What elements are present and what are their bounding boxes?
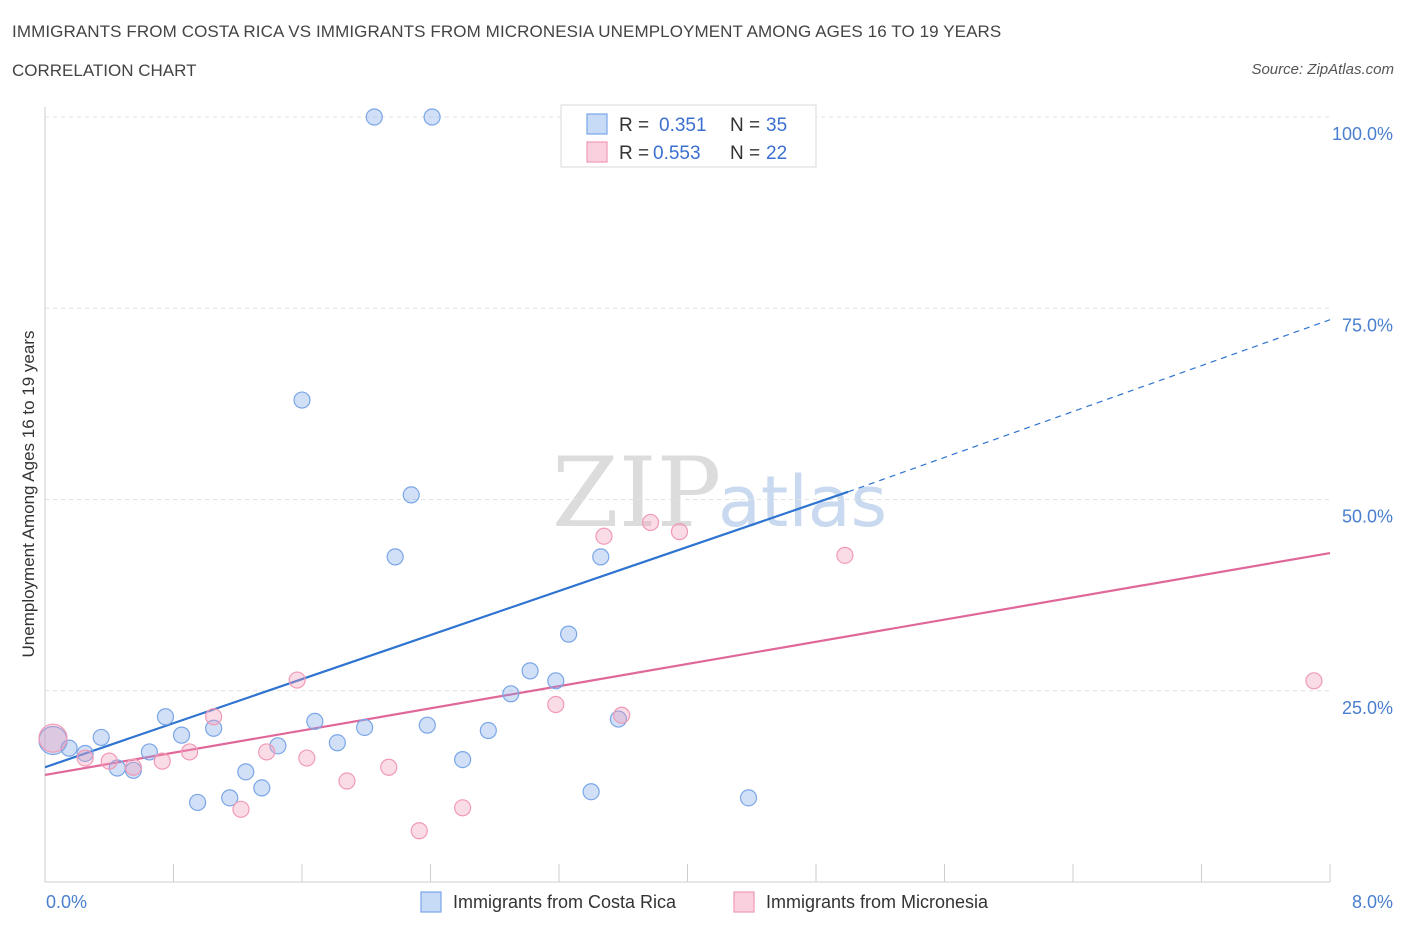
y-tick-labels: 100.0% 75.0% 50.0% 25.0%	[1332, 124, 1393, 718]
legend-n-value-1: 35	[766, 115, 787, 136]
point-s1-4	[153, 752, 171, 770]
point-s1-6	[205, 708, 223, 726]
point-s1-3	[124, 758, 142, 776]
point-s1-21	[1305, 672, 1323, 690]
x-tick-labels: 0.0% 8.0%	[46, 892, 1393, 912]
point-s1-20	[836, 546, 854, 564]
point-s1-7	[232, 800, 250, 818]
point-s1-9	[288, 671, 306, 689]
y-tick-label-2: 50.0%	[1342, 507, 1393, 527]
chart-title: IMMIGRANTS FROM COSTA RICA VS IMMIGRANTS…	[12, 22, 1002, 41]
watermark-zip: ZIP	[552, 437, 721, 549]
legend-r-value-1: 0.351	[659, 115, 707, 136]
point-s1-16	[595, 527, 613, 545]
source-label: Source: ZipAtlas.com	[1251, 61, 1394, 78]
trend-line-extension-0	[847, 319, 1331, 493]
point-s1-15	[547, 695, 565, 714]
point-s0-12	[237, 763, 255, 781]
point-s1-19	[670, 523, 689, 541]
point-s1-10	[298, 749, 316, 767]
y-tick-label-1: 75.0%	[1342, 315, 1393, 335]
point-s0-24	[454, 750, 472, 769]
point-s0-21	[402, 486, 420, 504]
point-s1-13	[410, 822, 428, 840]
chart-subtitle: CORRELATION CHART	[12, 61, 197, 80]
point-s0-16	[306, 712, 324, 730]
point-s0-13	[253, 779, 271, 797]
y-tick-label-0: 100.0%	[1332, 124, 1393, 144]
point-s0-2	[76, 744, 94, 763]
point-s1-2	[100, 752, 118, 770]
point-s1-17	[613, 706, 631, 724]
point-s0-33	[739, 789, 758, 807]
legend-r-value-2: 0.553	[653, 143, 701, 164]
point-s0-26	[502, 685, 520, 703]
point-s1-11	[338, 772, 356, 790]
watermark-atlas: atlas	[718, 461, 887, 543]
trend-line-0	[44, 490, 849, 769]
point-s1-12	[380, 758, 398, 776]
point-s0-30	[582, 783, 600, 801]
legend-n-label-2: N =	[730, 143, 760, 164]
point-s0-25	[479, 721, 497, 740]
legend-r-label-1: R =	[619, 115, 649, 136]
point-s0-23	[423, 108, 441, 126]
point-s1-5	[180, 743, 199, 761]
point-s0-17	[328, 734, 346, 752]
trend-lines	[44, 319, 1331, 776]
point-s0-11	[221, 789, 239, 807]
legend-n-value-2: 22	[766, 143, 787, 164]
point-s0-31	[592, 548, 610, 566]
point-s0-8	[172, 726, 191, 744]
grid-lines	[45, 116, 1330, 692]
legend-swatch-costa-rica	[586, 113, 608, 135]
point-s0-6	[140, 743, 159, 761]
axes	[44, 107, 1331, 883]
point-s0-9	[188, 793, 207, 812]
bottom-legend-label-costa-rica: Immigrants from Costa Rica	[453, 892, 677, 912]
bottom-legend-swatch-micronesia	[733, 891, 755, 913]
bottom-legend-swatch-costa-rica	[420, 891, 442, 913]
data-points	[38, 108, 1323, 840]
legend-swatch-micronesia	[586, 141, 608, 163]
point-s0-27	[521, 662, 539, 680]
x-tick-label-1: 8.0%	[1352, 892, 1393, 912]
correlation-legend: R = 0.351 N = 35 R = 0.553 N = 22	[560, 104, 817, 168]
point-s1-14	[454, 799, 472, 817]
point-s0-3	[92, 728, 110, 747]
point-s0-28	[547, 672, 565, 690]
point-s0-7	[156, 708, 175, 726]
point-s1-1	[76, 749, 94, 767]
point-s0-20	[386, 548, 404, 566]
point-s0-15	[293, 391, 311, 409]
bottom-legend-label-micronesia: Immigrants from Micronesia	[766, 892, 989, 912]
point-s1-18	[641, 513, 660, 532]
point-s0-22	[418, 716, 436, 734]
y-axis-label: Unemployment Among Ages 16 to 19 years	[19, 331, 38, 658]
trend-line-1	[44, 551, 1331, 776]
point-s0-19	[365, 108, 383, 126]
series-legend: Immigrants from Costa Rica Immigrants fr…	[420, 891, 989, 913]
point-s1-8	[258, 743, 276, 761]
y-tick-label-3: 25.0%	[1342, 698, 1393, 718]
point-s0-18	[356, 718, 374, 737]
legend-r-label-2: R =	[619, 143, 649, 164]
point-s0-29	[560, 625, 578, 643]
legend-n-label-1: N =	[730, 115, 760, 136]
point-s1-0	[38, 723, 68, 753]
x-tick-label-0: 0.0%	[46, 892, 87, 912]
